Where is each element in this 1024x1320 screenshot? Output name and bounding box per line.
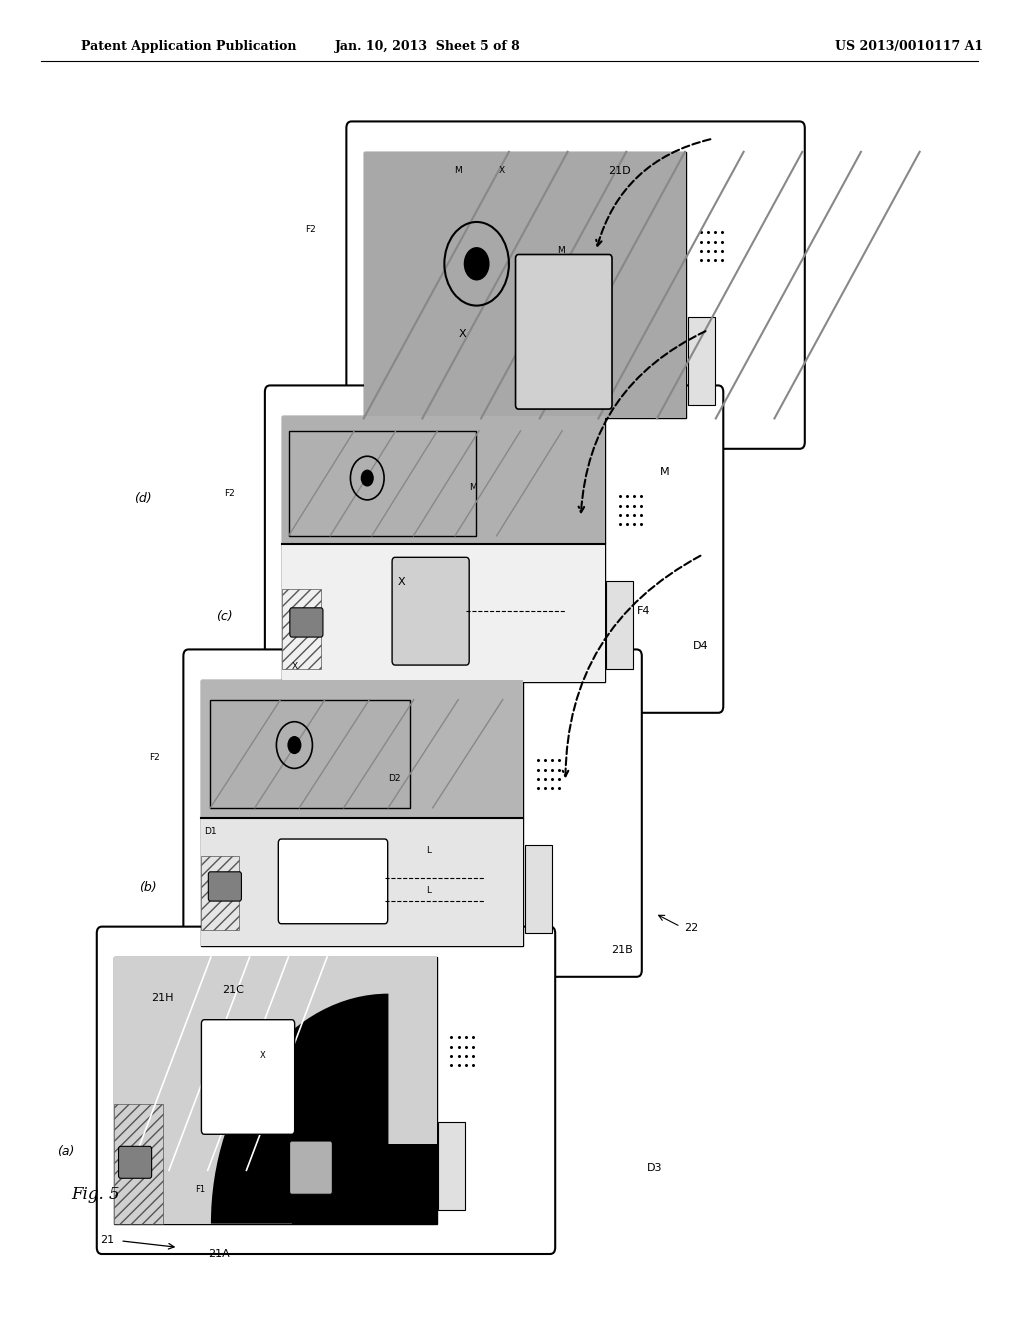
Text: X: X: [292, 663, 298, 671]
Text: Patent Application Publication: Patent Application Publication: [82, 40, 297, 53]
FancyBboxPatch shape: [202, 1020, 295, 1134]
Bar: [201, 855, 240, 931]
Bar: [201, 680, 523, 946]
Text: F1: F1: [195, 1184, 205, 1193]
Bar: [364, 152, 686, 418]
Bar: [283, 544, 605, 682]
FancyBboxPatch shape: [346, 121, 805, 449]
Text: F3: F3: [301, 1071, 311, 1078]
FancyBboxPatch shape: [208, 871, 242, 902]
Bar: [524, 845, 552, 932]
Wedge shape: [211, 994, 388, 1224]
Bar: [292, 1143, 437, 1224]
Text: M: M: [557, 246, 565, 255]
Text: M: M: [469, 483, 477, 492]
Bar: [114, 957, 437, 1224]
FancyBboxPatch shape: [392, 557, 469, 665]
Text: F2: F2: [150, 752, 160, 762]
Bar: [114, 957, 437, 1224]
Text: F2: F2: [305, 224, 316, 234]
Bar: [289, 430, 476, 536]
FancyBboxPatch shape: [183, 649, 642, 977]
Text: X: X: [500, 166, 506, 176]
Text: X: X: [459, 329, 466, 339]
FancyBboxPatch shape: [290, 1140, 333, 1195]
Text: D3: D3: [647, 1163, 663, 1173]
Text: (d): (d): [134, 491, 152, 504]
Text: D4: D4: [692, 642, 709, 652]
Text: 21: 21: [99, 1236, 114, 1246]
Text: (b): (b): [139, 880, 157, 894]
FancyBboxPatch shape: [279, 840, 388, 924]
Text: (a): (a): [57, 1144, 75, 1158]
Bar: [688, 317, 715, 404]
Text: US 2013/0010117 A1: US 2013/0010117 A1: [836, 40, 983, 53]
Text: X: X: [259, 1051, 265, 1060]
Circle shape: [464, 247, 489, 281]
Bar: [364, 152, 686, 418]
FancyBboxPatch shape: [119, 1146, 152, 1179]
Text: (c): (c): [216, 610, 232, 623]
Circle shape: [360, 470, 374, 487]
Text: 22: 22: [685, 923, 698, 933]
Text: M: M: [660, 467, 670, 478]
FancyBboxPatch shape: [97, 927, 555, 1254]
Text: F4: F4: [637, 606, 650, 616]
Text: 21D: 21D: [608, 166, 631, 177]
FancyBboxPatch shape: [265, 385, 723, 713]
Text: F2: F2: [224, 488, 234, 498]
Bar: [606, 581, 633, 668]
Bar: [283, 589, 321, 669]
FancyBboxPatch shape: [290, 607, 323, 638]
Text: L: L: [427, 846, 431, 855]
Text: Fig. 5: Fig. 5: [72, 1185, 120, 1203]
Text: X: X: [397, 577, 404, 587]
Text: Jan. 10, 2013  Sheet 5 of 8: Jan. 10, 2013 Sheet 5 of 8: [335, 40, 521, 53]
Bar: [210, 700, 411, 808]
Bar: [283, 416, 605, 682]
Bar: [438, 1122, 465, 1209]
Text: 21A: 21A: [208, 1249, 230, 1259]
Circle shape: [288, 737, 301, 754]
Bar: [201, 818, 523, 946]
Text: D1: D1: [204, 828, 216, 837]
Bar: [283, 416, 605, 544]
Bar: [114, 1104, 163, 1224]
Text: 21C: 21C: [222, 985, 244, 995]
Text: 21B: 21B: [611, 945, 633, 956]
Text: M: M: [454, 166, 462, 176]
Bar: [201, 680, 523, 818]
FancyBboxPatch shape: [515, 255, 612, 409]
Text: 21H: 21H: [151, 993, 173, 1003]
Text: D2: D2: [388, 774, 400, 783]
Text: L: L: [427, 886, 431, 895]
